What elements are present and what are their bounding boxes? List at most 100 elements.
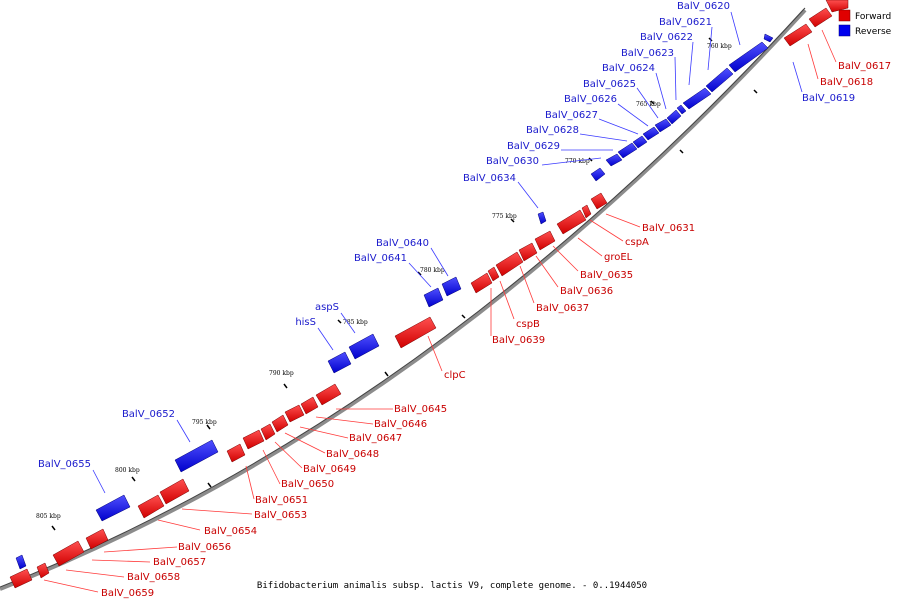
reverse-gene-block — [654, 118, 672, 133]
gene-label: BalV_0636 — [560, 286, 613, 297]
forward-gene-block — [284, 404, 305, 423]
reverse-gene-block — [682, 87, 712, 110]
gene-label: BalV_0617 — [838, 61, 891, 72]
gene-label: BalV_0653 — [254, 510, 307, 521]
gene-label: BalV_0634 — [463, 173, 516, 184]
gene-label: BalV_0640 — [376, 238, 429, 249]
forward-gene-block — [137, 494, 165, 519]
reverse-callout-lines — [92, 11, 803, 494]
forward-callout-lines — [43, 29, 837, 593]
gene-label: BalV_0654 — [204, 526, 257, 537]
legend-swatch-reverse — [838, 24, 851, 37]
genome-caption: Bifidobacterium animalis subsp. lactis V… — [257, 581, 647, 591]
tick-label: 780 kbp — [420, 267, 445, 274]
forward-gene-block — [495, 251, 524, 277]
forward-gene-block — [783, 23, 813, 47]
gene-label: BalV_0618 — [820, 77, 873, 88]
tick-label: 785 kbp — [343, 319, 368, 326]
gene-label: BalV_0625 — [583, 79, 636, 90]
reverse-gene-labels: BalV_0620 BalV_0621 BalV_0622 BalV_0623 … — [38, 1, 730, 470]
forward-gene-block — [534, 230, 556, 251]
forward-gene-block — [36, 562, 50, 579]
reverse-gene-block — [441, 276, 462, 297]
tick-label: 805 kbp — [36, 513, 61, 520]
forward-gene-block — [518, 242, 538, 262]
gene-label: BalV_0648 — [326, 449, 379, 460]
gene-label: BalV_0656 — [178, 542, 231, 553]
gene-label: cspA — [625, 237, 649, 248]
forward-gene-block — [260, 423, 276, 441]
tick-label: 790 kbp — [269, 370, 294, 377]
gene-label: BalV_0655 — [38, 459, 91, 470]
reverse-gene-block — [327, 351, 352, 374]
gene-label: BalV_0626 — [564, 94, 617, 105]
reverse-gene-block — [423, 287, 444, 308]
gene-label: clpC — [444, 370, 466, 381]
gene-label: BalV_0637 — [536, 303, 589, 314]
forward-gene-block — [581, 204, 592, 219]
gene-label: BalV_0631 — [642, 223, 695, 234]
reverse-gene-block — [174, 439, 219, 473]
forward-gene-block — [52, 540, 85, 567]
gene-label: BalV_0645 — [394, 404, 447, 415]
gene-label: BalV_0628 — [526, 125, 579, 136]
gene-label: hisS — [295, 317, 316, 328]
gene-label: BalV_0646 — [374, 419, 427, 430]
reverse-gene-block — [632, 135, 648, 149]
gene-label: BalV_0652 — [122, 409, 175, 420]
gene-label: BalV_0649 — [303, 464, 356, 475]
forward-gene-block — [825, 0, 849, 13]
forward-gene-block — [487, 266, 500, 282]
legend-label-reverse: Reverse — [855, 27, 892, 37]
forward-gene-block — [394, 316, 437, 349]
gene-label: groEL — [604, 252, 633, 263]
reverse-gene-block — [705, 67, 734, 93]
genome-backbone — [0, 8, 807, 591]
forward-gene-block — [85, 528, 109, 550]
gene-label: BalV_0639 — [492, 335, 545, 346]
reverse-gene-block — [676, 104, 687, 115]
gene-label: BalV_0629 — [507, 141, 560, 152]
forward-gene-block — [300, 396, 319, 415]
reverse-gene-block — [666, 109, 682, 125]
legend: Forward Reverse — [838, 9, 892, 37]
gene-label: BalV_0627 — [545, 110, 598, 121]
gene-label: BalV_0621 — [659, 17, 712, 28]
reverse-gene-blocks — [15, 33, 774, 570]
forward-gene-block — [808, 7, 833, 28]
gene-label: cspB — [516, 319, 540, 330]
tick-labels: 760 kbp 765 kbp 770 kbp 775 kbp 780 kbp … — [36, 43, 732, 520]
gene-label: BalV_0657 — [153, 557, 206, 568]
gene-label: BalV_0651 — [255, 495, 308, 506]
forward-gene-blocks — [9, 0, 849, 589]
reverse-gene-block — [590, 167, 606, 182]
forward-gene-block — [315, 383, 342, 406]
forward-gene-block — [9, 568, 33, 589]
forward-gene-block — [470, 272, 493, 294]
tick-marks — [51, 37, 758, 531]
legend-label-forward: Forward — [855, 12, 891, 22]
reverse-gene-block — [763, 33, 774, 43]
reverse-gene-block — [348, 333, 380, 360]
reverse-gene-block — [537, 211, 547, 225]
reverse-gene-block — [15, 554, 27, 570]
tick-label: 760 kbp — [707, 43, 732, 50]
reverse-gene-block — [95, 494, 131, 522]
gene-label: BalV_0620 — [677, 1, 730, 12]
reverse-gene-block — [728, 41, 769, 73]
reverse-gene-block — [642, 126, 660, 141]
gene-label: BalV_0647 — [349, 433, 402, 444]
reverse-gene-block — [605, 153, 623, 167]
legend-swatch-forward — [838, 9, 851, 22]
forward-gene-block — [556, 209, 587, 235]
gene-label: BalV_0641 — [354, 253, 407, 264]
gene-label: BalV_0635 — [580, 270, 633, 281]
tick-label: 775 kbp — [492, 213, 517, 220]
tick-label: 795 kbp — [192, 419, 217, 426]
gene-label: BalV_0630 — [486, 156, 539, 167]
gene-label: BalV_0623 — [621, 48, 674, 59]
gene-label: BalV_0658 — [127, 572, 180, 583]
tick-label: 770 kbp — [565, 158, 590, 165]
